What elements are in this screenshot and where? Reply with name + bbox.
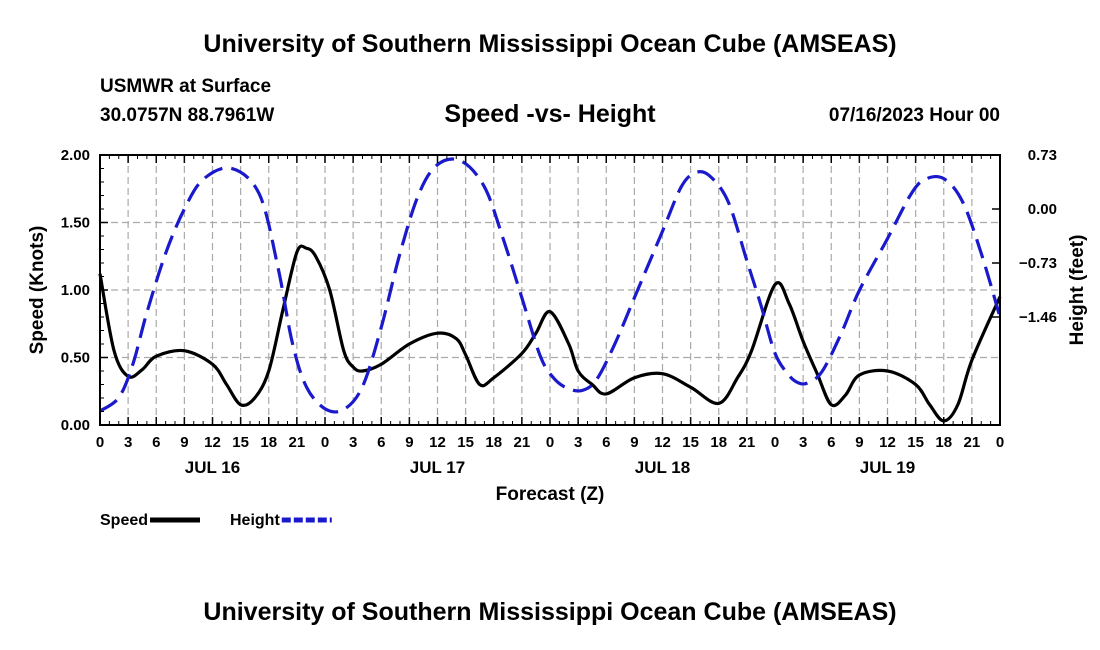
day-label: JUL 19 <box>860 458 915 477</box>
x-tick-label: 3 <box>574 434 582 451</box>
x-tick-label: 12 <box>429 434 446 451</box>
y2-tick-label: −1.46 <box>1019 309 1057 326</box>
x-tick-label: 12 <box>654 434 671 451</box>
x-tick-label: 21 <box>964 434 981 451</box>
series-lines <box>98 157 1002 423</box>
x-tick-label: 0 <box>546 434 554 451</box>
x-tick-label: 6 <box>602 434 610 451</box>
y-tick-label: 1.50 <box>61 215 90 232</box>
x-tick-label: 3 <box>349 434 357 451</box>
x-tick-label: 21 <box>514 434 531 451</box>
y2-tick-label: −0.73 <box>1019 255 1057 272</box>
x-tick-label: 6 <box>827 434 835 451</box>
legend-label-height: Height <box>230 512 280 529</box>
legend: Speed Height <box>100 512 332 529</box>
day-label: JUL 17 <box>410 458 465 477</box>
x-tick-label: 9 <box>630 434 638 451</box>
y-tick-label: 2.00 <box>61 147 90 164</box>
x-tick-label: 0 <box>771 434 779 451</box>
footer-title: University of Southern Mississippi Ocean… <box>203 598 897 626</box>
y-axis-label: Speed (Knots) <box>27 226 48 355</box>
x-tick-label: 18 <box>260 434 277 451</box>
x-tick-label: 0 <box>321 434 329 451</box>
grid-lines <box>100 155 1000 425</box>
day-label: JUL 18 <box>635 458 690 477</box>
y-tick-label: 1.00 <box>61 282 90 299</box>
series-line-speed <box>98 244 1002 423</box>
axes: 0 3 6 9 12 15 18 21 0 3 6 9 12 15 18 21 0 3 6 9 12 15 18 21 0 3 6 9… <box>61 147 1057 477</box>
x-tick-label: 12 <box>204 434 221 451</box>
y-tick-label: 0.50 <box>61 350 90 367</box>
station-label: USMWR at Surface <box>100 76 272 97</box>
x-axis-label: Forecast (Z) <box>496 484 605 505</box>
x-tick-label: 3 <box>124 434 132 451</box>
legend-label-speed: Speed <box>100 512 148 529</box>
x-tick-label: 3 <box>799 434 807 451</box>
x-tick-label: 6 <box>152 434 160 451</box>
x-tick-label: 18 <box>935 434 952 451</box>
x-tick-label: 18 <box>710 434 727 451</box>
x-tick-label: 15 <box>682 434 699 451</box>
x-tick-label: 0 <box>996 434 1004 451</box>
forecast-datetime: 07/16/2023 Hour 00 <box>828 105 1000 126</box>
x-tick-label: 0 <box>96 434 104 451</box>
x-tick-label: 15 <box>457 434 474 451</box>
y-tick-label: 0.00 <box>61 417 90 434</box>
x-tick-label: 21 <box>289 434 306 451</box>
y2-tick-label: 0.73 <box>1028 147 1057 164</box>
x-tick-label: 9 <box>180 434 188 451</box>
x-tick-label: 6 <box>377 434 385 451</box>
x-tick-label: 9 <box>405 434 413 451</box>
chart-subtitle: Speed -vs- Height <box>444 100 656 128</box>
y2-axis-label: Height (feet) <box>1067 235 1088 346</box>
chart-main-title: University of Southern Mississippi Ocean… <box>203 30 897 58</box>
x-tick-label: 12 <box>879 434 896 451</box>
x-tick-label: 21 <box>739 434 756 451</box>
x-tick-label: 15 <box>907 434 924 451</box>
station-coordinates: 30.0757N 88.7961W <box>100 105 275 126</box>
x-tick-label: 9 <box>855 434 863 451</box>
y2-tick-label: 0.00 <box>1028 201 1057 218</box>
x-tick-label: 18 <box>485 434 502 451</box>
day-label: JUL 16 <box>185 458 240 477</box>
series-line-height <box>99 157 1002 414</box>
x-tick-label: 15 <box>232 434 249 451</box>
